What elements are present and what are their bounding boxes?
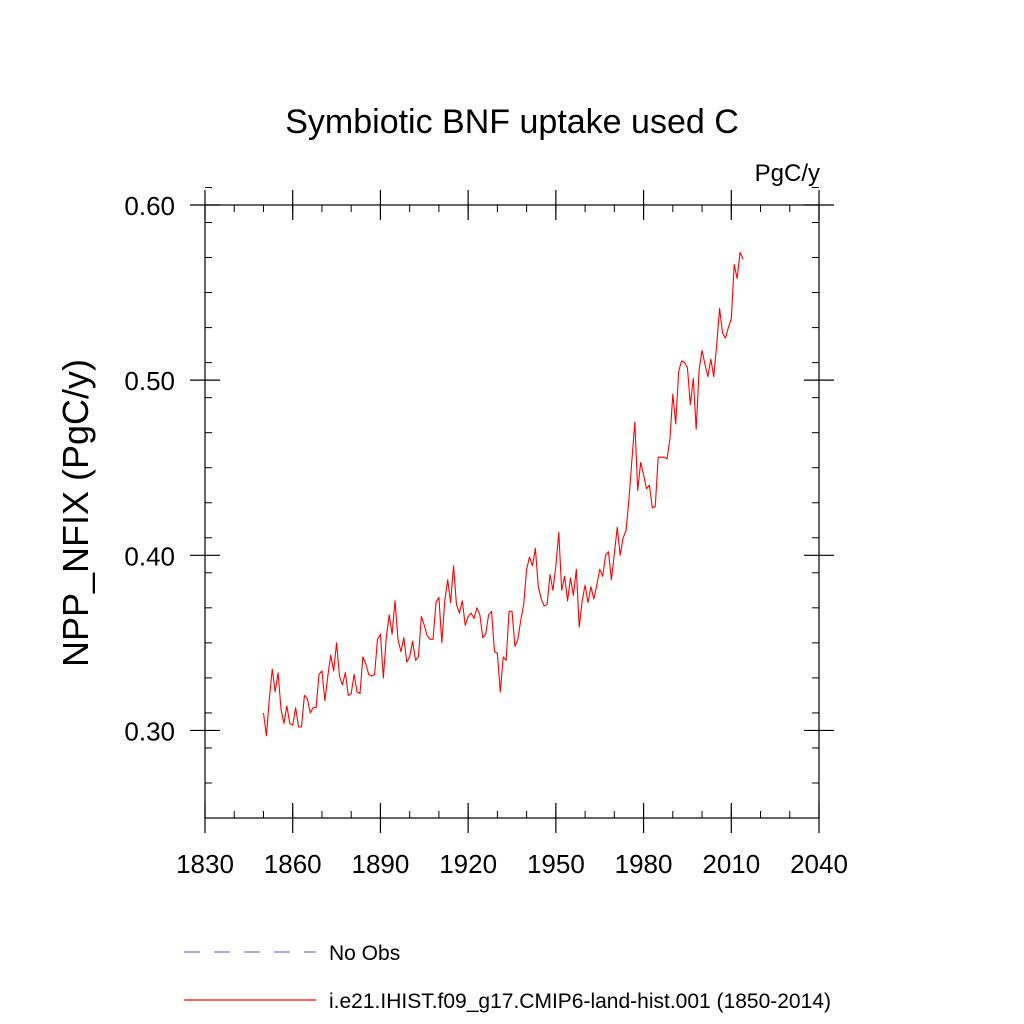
x-tick-label: 1980 bbox=[615, 849, 673, 879]
series-line bbox=[262, 251, 744, 737]
y-tick-label: 0.60 bbox=[124, 191, 175, 221]
chart-title: Symbiotic BNF uptake used C bbox=[285, 103, 739, 141]
y-tick-label: 0.50 bbox=[124, 366, 175, 396]
units-label: PgC/y bbox=[755, 160, 820, 187]
x-tick-label: 1950 bbox=[527, 849, 585, 879]
major-ticks bbox=[190, 190, 834, 833]
x-tick-label: 1830 bbox=[176, 849, 234, 879]
x-tick-label: 1920 bbox=[439, 849, 497, 879]
series-layer bbox=[262, 251, 744, 737]
tick-labels: 0.30 0.40 0.50 0.60 1830 1860 1890 1920 1950 1980… bbox=[124, 191, 848, 879]
x-tick-label: 1860 bbox=[264, 849, 322, 879]
legend: No Obs i.e21.IHIST.f09_g17.CMIP6-land-hi… bbox=[184, 942, 831, 1013]
legend-label-model: i.e21.IHIST.f09_g17.CMIP6-land-hist.001 … bbox=[329, 990, 831, 1013]
legend-label-no-obs: No Obs bbox=[329, 942, 400, 965]
y-tick-label: 0.40 bbox=[124, 541, 175, 571]
plot-frame bbox=[204, 204, 820, 819]
y-tick-label: 0.30 bbox=[124, 716, 175, 746]
x-tick-label: 1890 bbox=[352, 849, 410, 879]
minor-ticks bbox=[204, 186, 820, 819]
x-tick-label: 2010 bbox=[702, 849, 760, 879]
y-axis-label: NPP_NFIX (PgC/y) bbox=[55, 359, 96, 667]
x-tick-label: 2040 bbox=[790, 849, 848, 879]
